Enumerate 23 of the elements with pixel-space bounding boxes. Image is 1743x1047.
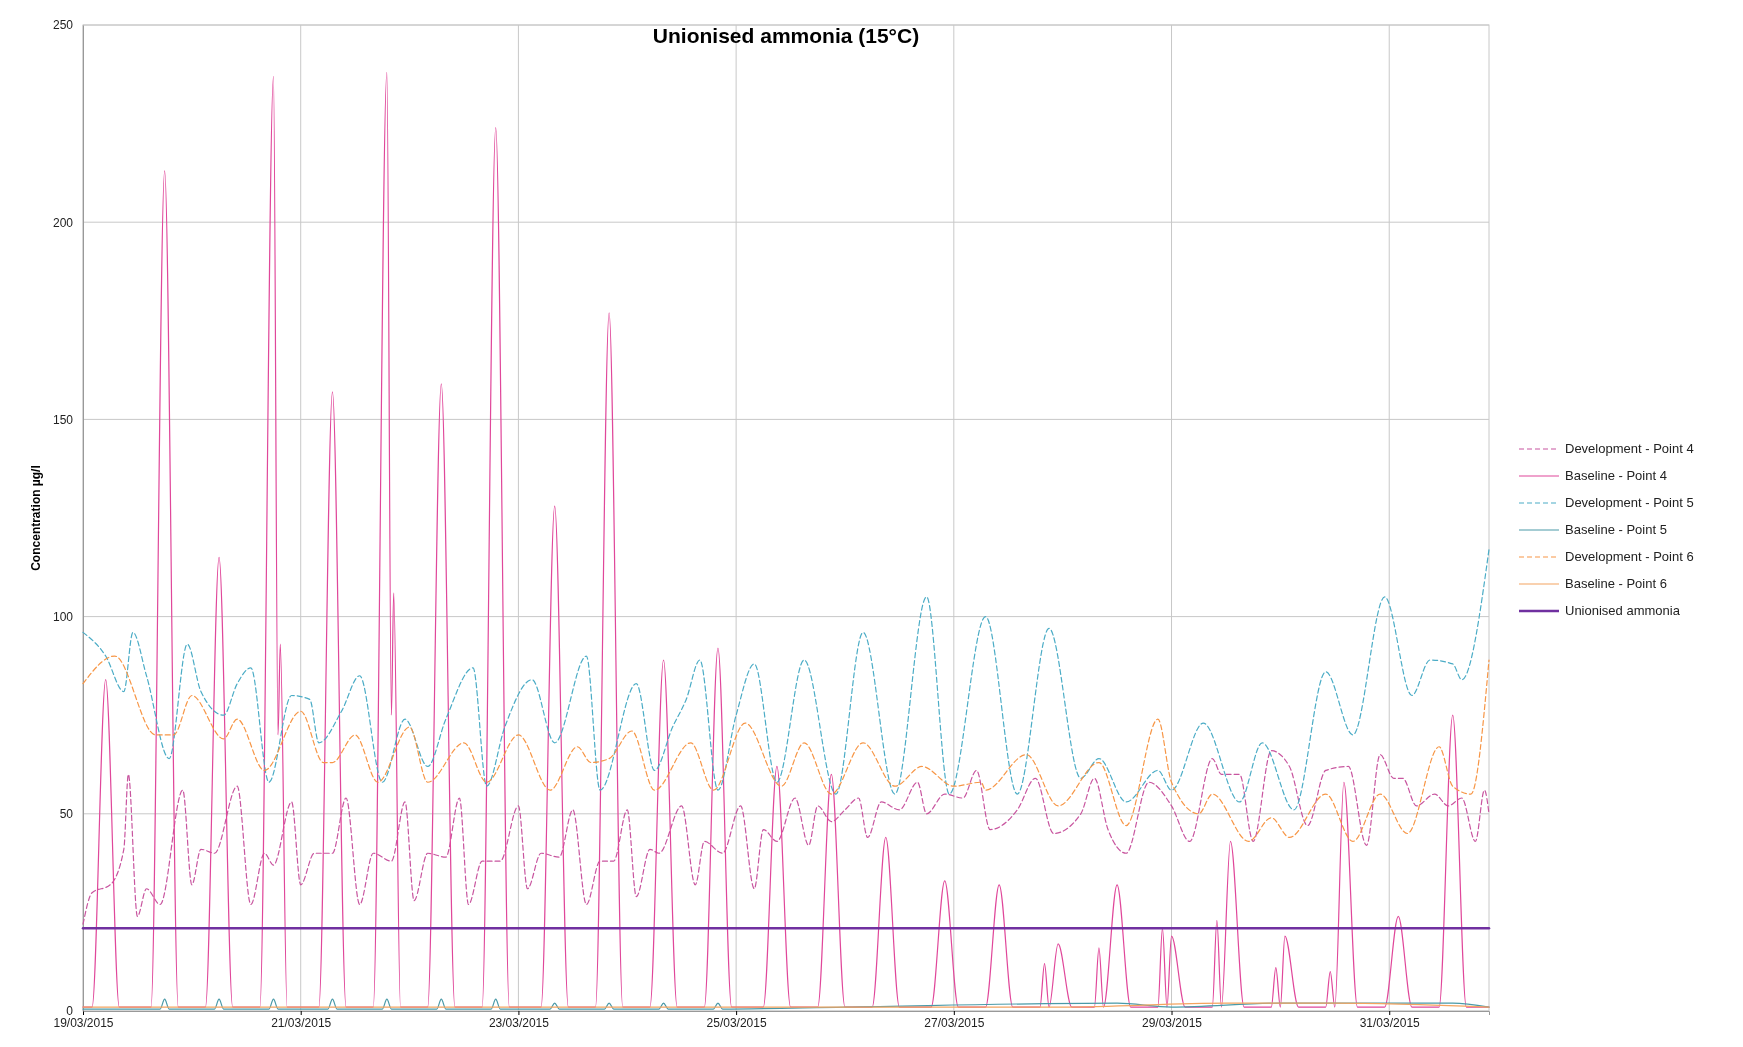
x-tick-label: 29/03/2015 bbox=[1141, 1015, 1203, 1030]
y-tick-label: 250 bbox=[52, 18, 74, 33]
legend-label: Baseline - Point 5 bbox=[1565, 521, 1667, 537]
x-tick-label: 31/03/2015 bbox=[1359, 1015, 1421, 1030]
y-tick-label: 200 bbox=[52, 215, 74, 230]
legend-label: Unionised ammonia bbox=[1565, 602, 1681, 618]
y-tick-label: 150 bbox=[52, 412, 74, 427]
x-tick-label: 23/03/2015 bbox=[488, 1015, 550, 1030]
x-tick-label: 27/03/2015 bbox=[924, 1015, 985, 1030]
chart-title: Unionised ammonia (15°C) bbox=[652, 24, 920, 47]
legend-label: Baseline - Point 4 bbox=[1565, 467, 1667, 483]
legend-label: Development - Point 5 bbox=[1565, 494, 1694, 510]
x-tick-label: 25/03/2015 bbox=[706, 1015, 767, 1030]
line-series bbox=[82, 655, 1490, 843]
line-series bbox=[82, 548, 1490, 811]
y-tick-label: 100 bbox=[52, 609, 74, 624]
legend-label: Baseline - Point 6 bbox=[1565, 575, 1667, 591]
legend-label: Development - Point 4 bbox=[1565, 440, 1694, 456]
y-axis-title: Concentration µg/l bbox=[29, 465, 43, 571]
y-tick-label: 50 bbox=[59, 807, 74, 822]
legend-label: Development - Point 6 bbox=[1565, 548, 1694, 564]
x-tick-label: 21/03/2015 bbox=[271, 1015, 332, 1030]
line-series bbox=[82, 750, 1490, 925]
